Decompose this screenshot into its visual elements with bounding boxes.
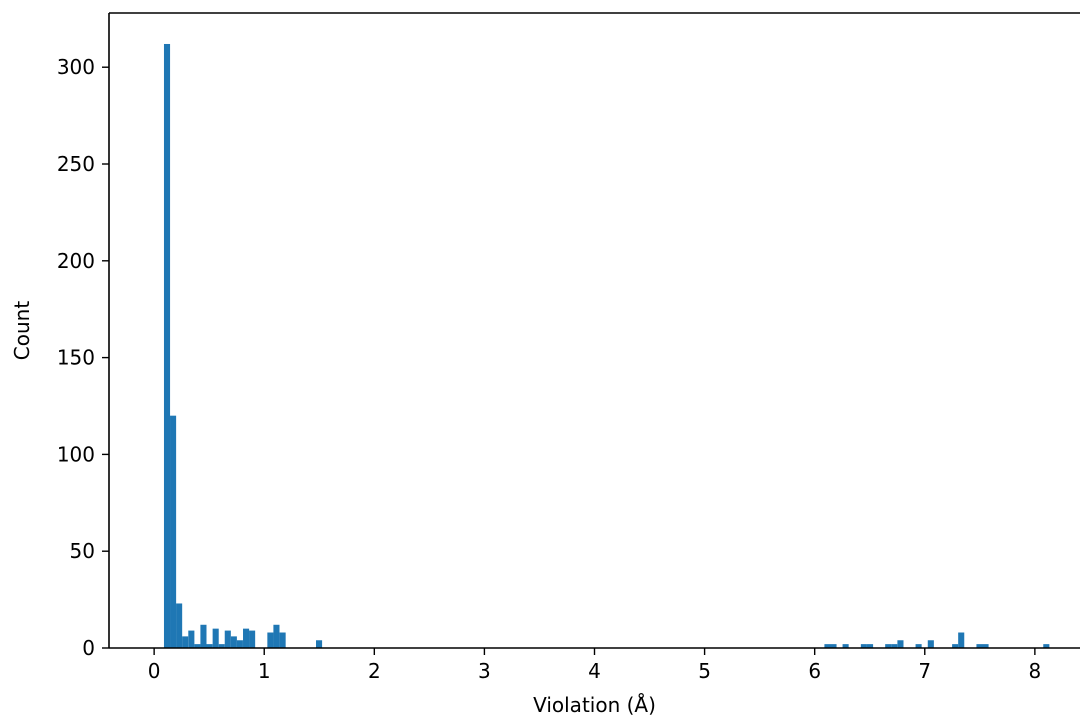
histogram-bar bbox=[212, 628, 219, 648]
histogram-bar bbox=[915, 644, 922, 648]
x-tick-label: 4 bbox=[588, 659, 601, 683]
x-tick-label: 5 bbox=[698, 659, 711, 683]
histogram-bar bbox=[1043, 644, 1050, 648]
histogram-bar bbox=[860, 644, 867, 648]
histogram-bar bbox=[976, 644, 983, 648]
histogram-bar bbox=[830, 644, 837, 648]
y-tick-label: 200 bbox=[57, 249, 95, 273]
histogram-bar bbox=[200, 624, 207, 648]
y-tick-label: 250 bbox=[57, 152, 95, 176]
histogram-bar bbox=[218, 644, 225, 648]
x-tick-label: 7 bbox=[918, 659, 931, 683]
x-tick-label: 3 bbox=[478, 659, 491, 683]
y-axis-ticks: 0 50 100 150 200 250 300 bbox=[57, 55, 109, 660]
histogram-bar bbox=[243, 628, 250, 648]
histogram-bars bbox=[163, 43, 1050, 649]
histogram-bar bbox=[182, 636, 189, 648]
histogram-bar bbox=[982, 644, 989, 648]
histogram-bar bbox=[206, 644, 213, 648]
y-tick-label: 50 bbox=[70, 539, 95, 563]
x-tick-label: 6 bbox=[808, 659, 821, 683]
histogram-bar bbox=[316, 640, 323, 648]
histogram-bar bbox=[273, 624, 280, 648]
histogram-bar bbox=[279, 632, 286, 648]
histogram-bar bbox=[249, 630, 256, 648]
histogram-bar bbox=[952, 644, 959, 648]
histogram-bar bbox=[163, 43, 171, 649]
y-tick-label: 0 bbox=[82, 636, 95, 660]
x-axis-label: Violation (Å) bbox=[533, 693, 656, 715]
histogram-bar bbox=[867, 644, 874, 648]
histogram-bar bbox=[236, 640, 243, 648]
histogram-bar bbox=[170, 415, 177, 648]
y-tick-label: 300 bbox=[57, 55, 95, 79]
histogram-bar bbox=[267, 632, 274, 648]
y-axis-label: Count bbox=[10, 301, 34, 361]
y-tick-label: 100 bbox=[57, 442, 95, 466]
y-tick-label: 150 bbox=[57, 346, 95, 370]
histogram-bar bbox=[897, 640, 904, 648]
histogram-bar bbox=[885, 644, 892, 648]
histogram-bar bbox=[842, 644, 849, 648]
histogram-bar bbox=[927, 640, 934, 648]
histogram-bar bbox=[224, 630, 231, 648]
histogram-bar bbox=[230, 636, 237, 648]
x-tick-label: 0 bbox=[148, 659, 161, 683]
histogram-bar bbox=[176, 603, 183, 648]
histogram-bar bbox=[891, 644, 898, 648]
histogram-bar bbox=[194, 644, 201, 648]
x-axis-ticks: 0 1 2 3 4 5 6 7 8 bbox=[148, 648, 1041, 683]
x-tick-label: 2 bbox=[368, 659, 381, 683]
x-tick-label: 1 bbox=[258, 659, 271, 683]
histogram-bar bbox=[824, 644, 831, 648]
histogram-bar bbox=[958, 632, 965, 648]
histogram-bar bbox=[188, 630, 195, 648]
x-tick-label: 8 bbox=[1028, 659, 1041, 683]
